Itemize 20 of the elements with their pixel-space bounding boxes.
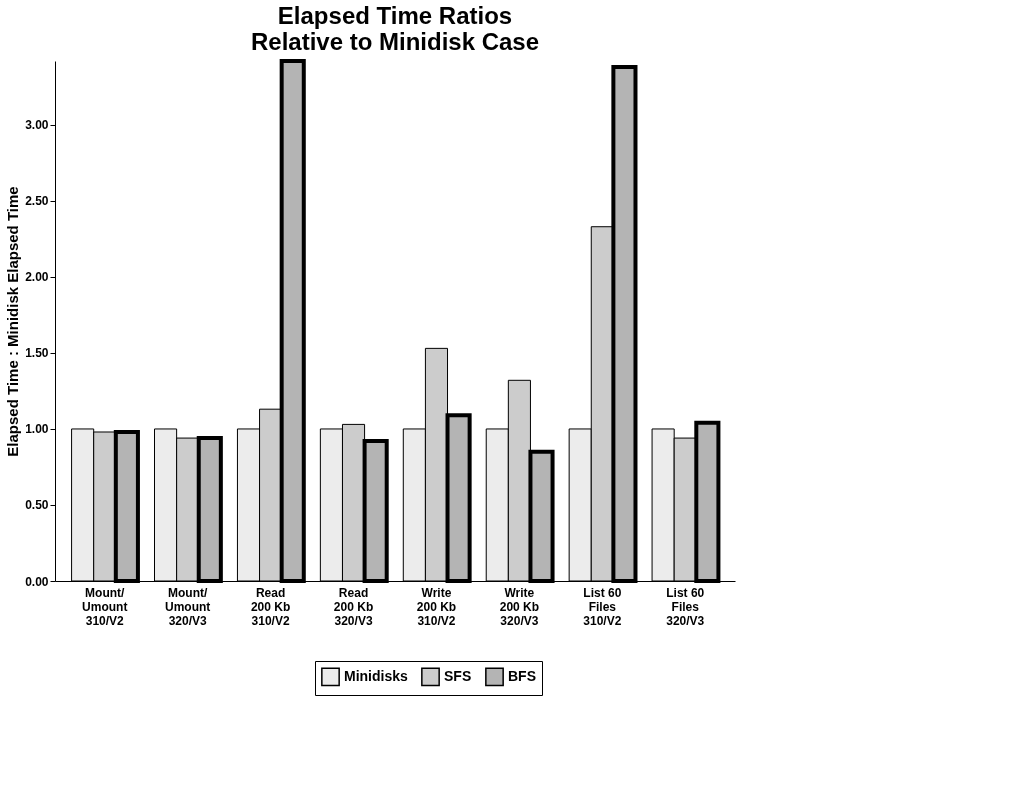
legend-label: BFS [508, 667, 536, 684]
y-tick-label: 2.00 [25, 270, 49, 285]
x-tick-label: Mount/ Umount 310/V2 [82, 585, 128, 628]
legend-label: Minidisks [344, 667, 409, 684]
y-tick-label: 1.50 [25, 346, 49, 361]
x-tick-label: Write 200 Kb 320/V3 [499, 585, 540, 628]
x-tick-label: List 60 Files 310/V2 [583, 585, 622, 628]
y-tick-label: 1.00 [25, 422, 49, 437]
y-tick-label: 0.00 [25, 574, 49, 589]
y-tick-label: 3.00 [25, 118, 49, 133]
x-tick-label: Read 200 Kb 310/V2 [250, 585, 291, 628]
y-tick-label: 0.50 [25, 498, 49, 513]
x-tick-label: Write 200 Kb 310/V2 [416, 585, 457, 628]
chart-title: Elapsed Time Ratios Relative to Minidisk Case [250, 2, 540, 55]
x-tick-label: Mount/ Umount 320/V3 [165, 585, 211, 628]
x-tick-label: List 60 Files 320/V3 [666, 585, 705, 628]
legend-label: SFS [444, 667, 472, 684]
x-tick-label: Read 200 Kb 320/V3 [333, 585, 374, 628]
y-tick-label: 2.50 [25, 194, 49, 209]
y-axis-title: Elapsed Time : Minidisk Elapsed Time [4, 186, 22, 457]
